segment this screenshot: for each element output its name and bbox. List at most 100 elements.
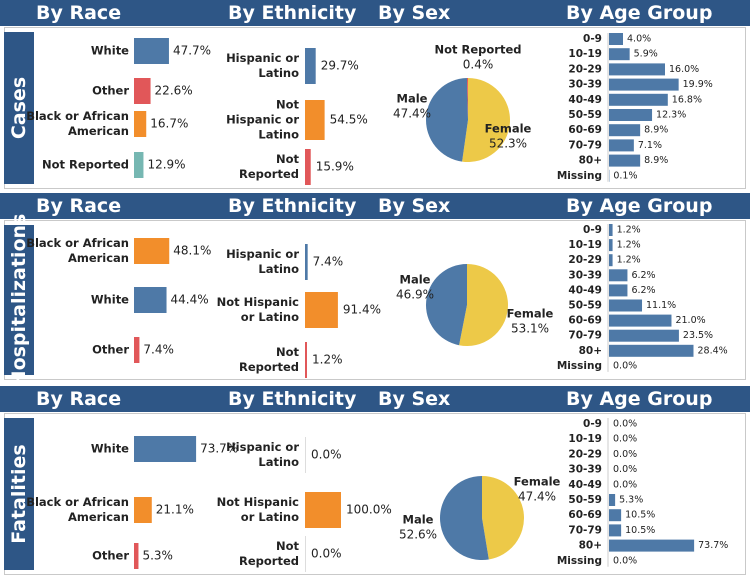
age-value-70-79: 23.5% <box>683 330 713 341</box>
age-label-20-29: 20-29 <box>568 63 602 75</box>
age-label-50-59: 50-59 <box>568 109 602 121</box>
age-label-60-69: 60-69 <box>568 509 602 521</box>
age-bar-30-39 <box>609 78 679 91</box>
ethnicity-bar-hispanic-or-latino <box>305 48 316 84</box>
age-label-50-59: 50-59 <box>568 300 602 312</box>
sex-label-male: Male <box>403 513 434 527</box>
sex-value-not-reported: 0.4% <box>463 58 494 72</box>
age-label-60-69: 60-69 <box>568 124 602 136</box>
ethnicity-label-not-hispanic-or-latino: Not <box>276 98 300 112</box>
age-label-missing: Missing <box>557 360 602 372</box>
header-by-race: By Race <box>36 2 122 24</box>
ethnicity-label-hispanic-or-latino: Hispanic or <box>226 247 299 261</box>
age-label-50-59: 50-59 <box>568 494 602 506</box>
race-bar-black-or-african-american <box>134 111 147 137</box>
age-bar-40-49 <box>609 93 668 106</box>
sex-value-female: 53.1% <box>511 322 549 336</box>
age-value-60-69: 10.5% <box>625 510 655 521</box>
age-value-40-49: 0.0% <box>613 479 637 490</box>
age-value-30-39: 6.2% <box>631 270 655 281</box>
section-label-cases: Cases <box>4 32 34 184</box>
age-label-20-29: 20-29 <box>568 448 602 460</box>
ethnicity-value-hispanic-or-latino: 29.7% <box>321 59 359 73</box>
age-value-20-29: 0.0% <box>613 449 637 460</box>
age-value-0-9: 4.0% <box>627 34 651 45</box>
age-label-60-69: 60-69 <box>568 315 602 327</box>
header-by-ethnicity: By Ethnicity <box>228 195 357 217</box>
ethnicity-label-not-reported: Not <box>276 345 300 359</box>
race-value-black-or-african-american: 48.1% <box>173 244 211 258</box>
age-value-0-9: 1.2% <box>617 225 641 236</box>
sex-label-male: Male <box>400 273 431 287</box>
ethnicity-label-not-hispanic-or-latino: Not Hispanic <box>217 295 300 309</box>
race-label-white: White <box>91 293 129 307</box>
ethnicity-label-not-reported: Reported <box>239 360 299 374</box>
age-bar-20-29 <box>609 254 613 267</box>
age-label-30-39: 30-39 <box>568 464 602 476</box>
race-label-black-or-african-american: Black or African <box>26 109 129 123</box>
race-value-black-or-african-american: 16.7% <box>150 117 188 131</box>
race-value-white: 44.4% <box>171 293 209 307</box>
race-bar-white <box>134 287 167 313</box>
sex-slice-male <box>439 476 489 560</box>
header-by-ethnicity: By Ethnicity <box>228 2 357 24</box>
ethnicity-value-not-hispanic-or-latino: 100.0% <box>346 503 392 517</box>
age-bar-0-9 <box>609 224 613 236</box>
age-value-10-19: 0.0% <box>613 434 637 445</box>
race-bar-white <box>134 38 169 64</box>
age-bar-0-9 <box>609 33 623 45</box>
age-value-70-79: 7.1% <box>638 140 662 151</box>
ethnicity-label-hispanic-or-latino: Latino <box>258 455 299 469</box>
ethnicity-label-not-reported: Reported <box>239 554 299 568</box>
age-value-0-9: 0.0% <box>613 419 637 430</box>
ethnicity-value-hispanic-or-latino: 0.0% <box>311 448 342 462</box>
age-value-40-49: 16.8% <box>672 94 702 105</box>
age-value-50-59: 12.3% <box>656 110 686 121</box>
age-value-80: 28.4% <box>697 345 727 356</box>
sex-slice-female <box>482 476 524 560</box>
header-by-age-group: By Age Group <box>566 195 713 217</box>
sex-slice-female <box>462 78 510 162</box>
age-value-20-29: 16.0% <box>669 64 699 75</box>
age-bar-60-69 <box>609 509 622 522</box>
header-by-sex: By Sex <box>378 388 451 410</box>
race-value-black-or-african-american: 21.1% <box>156 503 194 517</box>
header-by-sex: By Sex <box>378 2 451 24</box>
age-label-80: 80+ <box>579 155 602 167</box>
age-value-10-19: 1.2% <box>617 240 641 251</box>
age-label-0-9: 0-9 <box>583 33 602 45</box>
race-bar-other <box>134 543 139 569</box>
age-label-0-9: 0-9 <box>583 418 602 430</box>
header-by-age-group: By Age Group <box>566 2 713 24</box>
age-label-20-29: 20-29 <box>568 254 602 266</box>
ethnicity-value-not-reported: 1.2% <box>312 353 343 367</box>
ethnicity-label-not-hispanic-or-latino: Not Hispanic <box>217 495 300 509</box>
race-label-white: White <box>91 442 129 456</box>
header-by-age-group: By Age Group <box>566 388 713 410</box>
ethnicity-bar-not-hispanic-or-latino <box>305 100 325 140</box>
header-by-sex: By Sex <box>378 195 451 217</box>
sex-slice-male <box>425 78 468 162</box>
section-header-fatalities: By Race By Ethnicity By Sex By Age Group <box>0 386 750 412</box>
ethnicity-label-not-reported: Not <box>276 539 300 553</box>
ethnicity-value-not-reported: 15.9% <box>316 160 354 174</box>
sex-value-male: 47.4% <box>393 107 431 121</box>
age-label-70-79: 70-79 <box>568 524 602 536</box>
ethnicity-label-not-hispanic-or-latino: or Latino <box>241 310 299 324</box>
race-label-black-or-african-american: American <box>68 251 129 265</box>
age-label-30-39: 30-39 <box>568 269 602 281</box>
age-label-40-49: 40-49 <box>568 94 602 106</box>
ethnicity-label-hispanic-or-latino: Latino <box>258 66 299 80</box>
age-bar-60-69 <box>609 124 641 137</box>
age-label-70-79: 70-79 <box>568 139 602 151</box>
age-bar-10-19 <box>609 48 630 61</box>
race-label-not-reported: Not Reported <box>42 158 129 172</box>
ethnicity-label-not-hispanic-or-latino: Latino <box>258 128 299 142</box>
age-bar-40-49 <box>609 284 628 297</box>
age-label-70-79: 70-79 <box>568 330 602 342</box>
header-by-race: By Race <box>36 388 122 410</box>
race-bar-black-or-african-american <box>134 497 152 523</box>
race-bar-not-reported <box>134 152 144 178</box>
age-bar-50-59 <box>609 299 643 312</box>
age-bar-70-79 <box>609 139 634 152</box>
